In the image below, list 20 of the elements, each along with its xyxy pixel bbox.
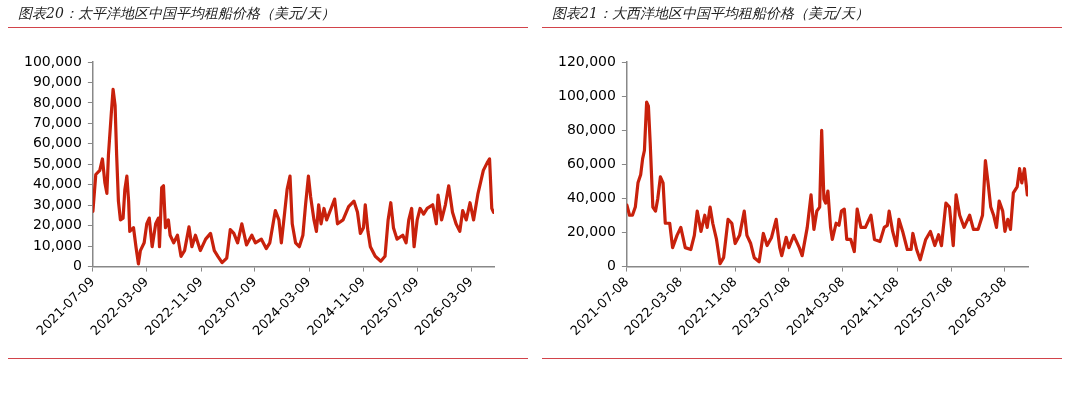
y-tick-label: 120,000 [557, 52, 616, 69]
y-tick-label: 60,000 [32, 134, 82, 151]
y-tick-label: 30,000 [32, 195, 82, 212]
y-tick-label: 100,000 [23, 52, 82, 69]
y-tick-label: 40,000 [32, 175, 82, 192]
chart-title: 图表21：大西洋地区中国平均租船价格（美元/天） [542, 0, 1062, 28]
y-tick-label: 90,000 [32, 73, 82, 90]
y-tick-label: 10,000 [32, 236, 82, 253]
y-tick-label: 60,000 [566, 154, 616, 171]
y-tick-label: 20,000 [566, 223, 616, 240]
y-tick-label: 0 [72, 257, 82, 274]
y-tick-label: 70,000 [32, 114, 82, 130]
y-tick-label: 80,000 [566, 120, 616, 137]
y-tick-label: 100,000 [557, 86, 616, 103]
chart-title: 图表20：太平洋地区中国平均租船价格（美元/天） [8, 0, 528, 28]
y-tick-label: 0 [606, 257, 616, 274]
y-tick-label: 20,000 [32, 216, 82, 233]
y-tick-label: 40,000 [566, 189, 616, 206]
y-tick-label: 80,000 [32, 93, 82, 110]
y-tick-label: 50,000 [32, 154, 82, 171]
